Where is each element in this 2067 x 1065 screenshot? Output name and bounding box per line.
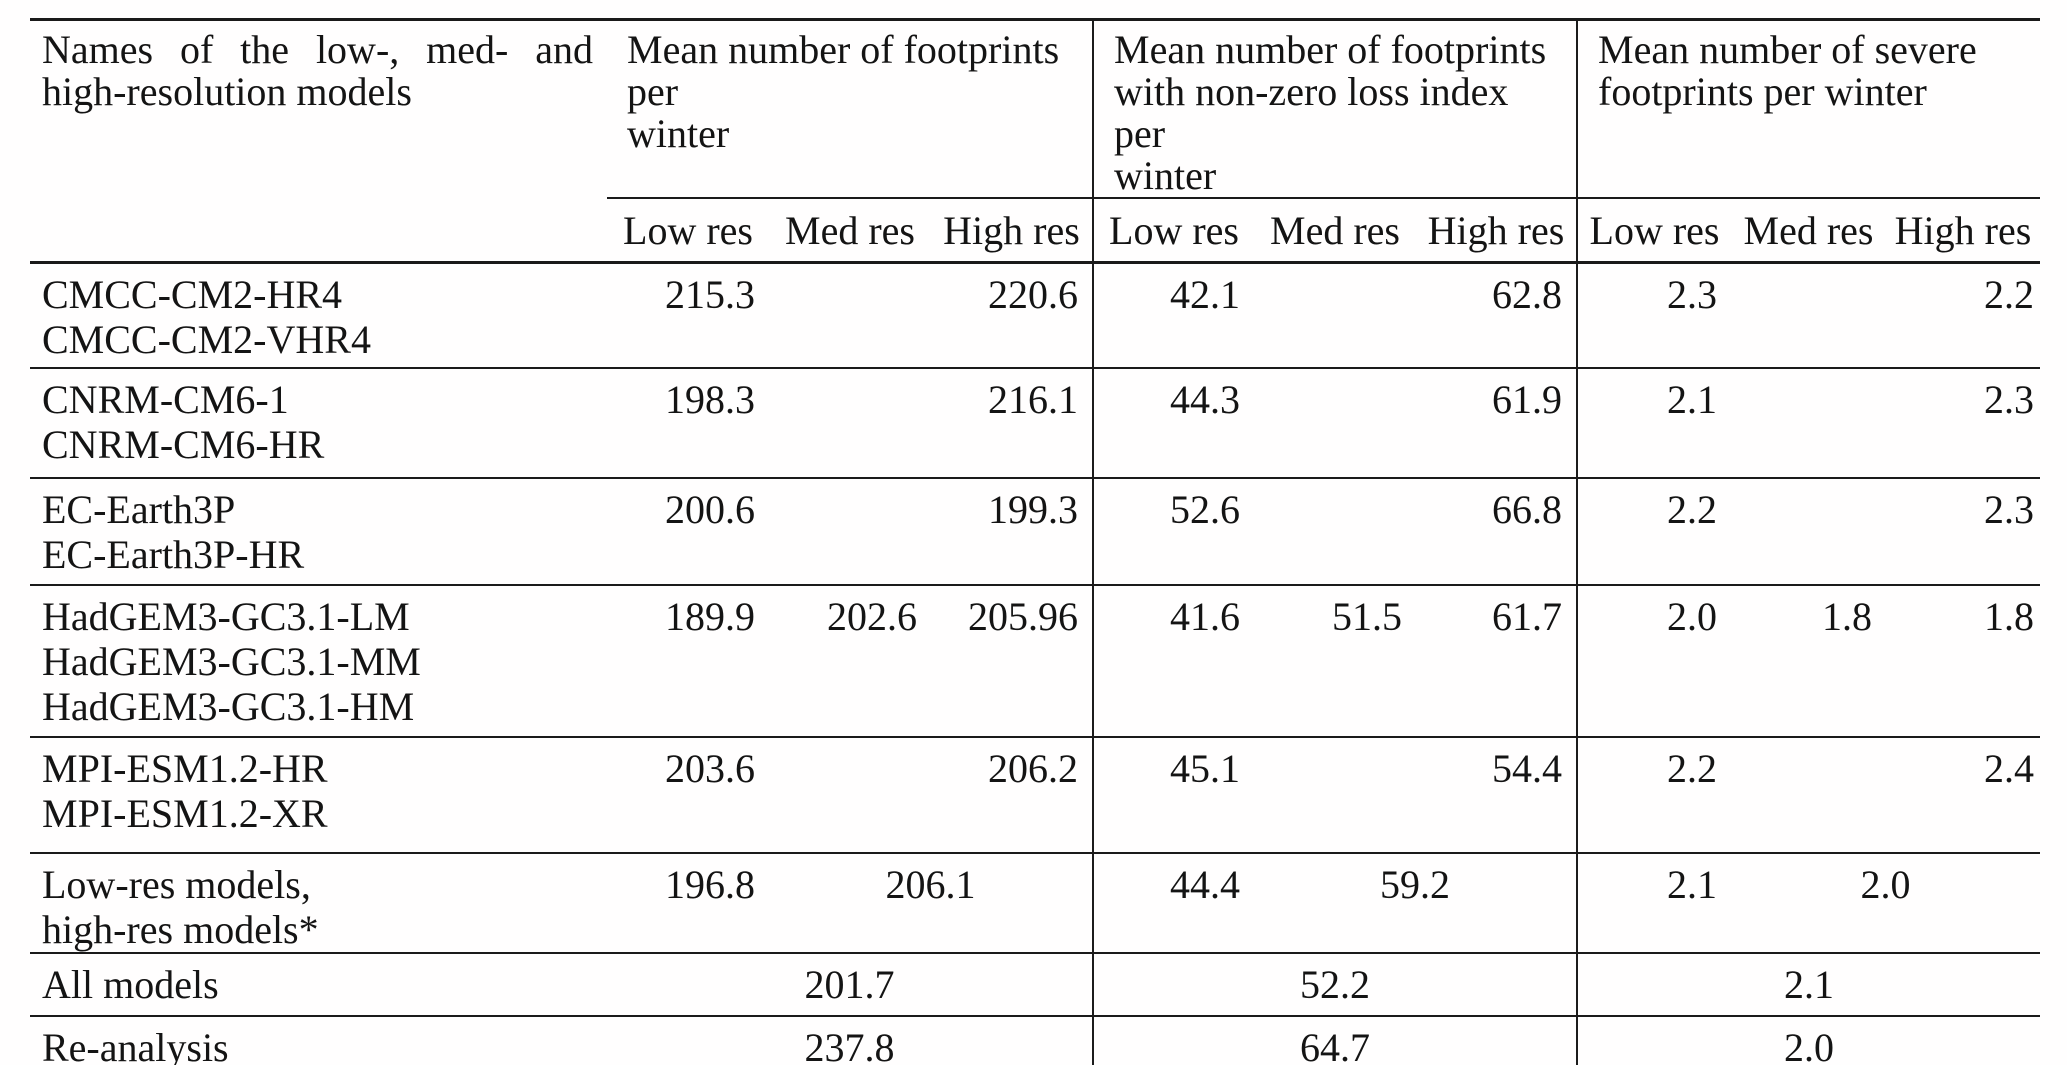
table-header: Names of the low-, med- and high-resolut… [30, 19, 2040, 264]
value-cell [769, 477, 931, 586]
value-cell [1731, 262, 1886, 369]
model-name-cell: All models [30, 952, 607, 1017]
value-cell: 1.8 [1731, 584, 1886, 738]
value-cell: 52.6 [1092, 477, 1254, 586]
value-cell: 62.8 [1416, 262, 1577, 369]
model-name-cell: EC-Earth3P EC-Earth3P-HR [30, 477, 607, 586]
value-cell: 201.7 [607, 952, 1093, 1017]
value-cell: 44.3 [1092, 367, 1254, 479]
column-header-model-names: Names of the low-, med- and high-resolut… [30, 19, 607, 264]
value-cell: 61.7 [1416, 584, 1577, 738]
value-cell: 2.3 [1886, 477, 2040, 586]
value-cell: 41.6 [1092, 584, 1254, 738]
subheader-high-res: High res [1886, 198, 2040, 264]
subheader-low-res: Low res [607, 198, 769, 264]
subheader-low-res: Low res [1092, 198, 1254, 264]
group-header-footprints-per-winter: Mean number of footprints per winter [607, 19, 1093, 199]
value-cell: 52.2 [1092, 952, 1577, 1017]
value-cell: 2.1 [1576, 852, 1731, 954]
model-name-cell: Low-res models, high-res models* [30, 852, 607, 954]
subheader-med-res: Med res [1254, 198, 1416, 264]
table-row: All models 201.7 52.2 2.1 [30, 952, 2040, 1017]
value-cell [1254, 477, 1416, 586]
value-cell: 1.8 [1886, 584, 2040, 738]
value-cell: 2.0 [1731, 852, 2040, 954]
model-name-cell: CNRM-CM6-1 CNRM-CM6-HR [30, 367, 607, 479]
value-cell: 59.2 [1254, 852, 1577, 954]
value-cell [1731, 477, 1886, 586]
value-cell: 2.2 [1576, 477, 1731, 586]
value-cell: 202.6 [769, 584, 931, 738]
value-cell: 216.1 [931, 367, 1093, 479]
group-header-severe-footprints: Mean number of severe footprints per win… [1576, 19, 2040, 199]
value-cell: 205.96 [931, 584, 1093, 738]
value-cell: 220.6 [931, 262, 1093, 369]
value-cell [769, 367, 931, 479]
value-cell: 206.1 [769, 852, 1093, 954]
value-cell [769, 736, 931, 854]
value-cell: 2.2 [1576, 736, 1731, 854]
value-cell: 64.7 [1092, 1015, 1577, 1065]
header-row-resolutions: Low res Med res High res Low res Med res… [30, 198, 2040, 264]
value-cell: 196.8 [607, 852, 769, 954]
value-cell [1254, 736, 1416, 854]
value-cell [769, 262, 931, 369]
value-cell: 237.8 [607, 1015, 1093, 1065]
table-row: Low-res models, high-res models* 196.8 206… [30, 852, 2040, 954]
value-cell [1731, 736, 1886, 854]
subheader-med-res: Med res [1731, 198, 1886, 264]
value-cell: 45.1 [1092, 736, 1254, 854]
value-cell [1731, 367, 1886, 479]
header-row-groups: Names of the low-, med- and high-resolut… [30, 19, 2040, 264]
value-cell: 2.3 [1886, 367, 2040, 479]
value-cell: 2.2 [1886, 262, 2040, 369]
table-body: CMCC-CM2-HR4 CMCC-CM2-VHR4 215.3 220.6 42.1… [30, 262, 2040, 1065]
value-cell: 189.9 [607, 584, 769, 738]
model-name-cell: HadGEM3-GC3.1-LM HadGEM3-GC3.1-MM HadGEM… [30, 584, 607, 738]
value-cell: 2.0 [1576, 1015, 2040, 1065]
value-cell: 51.5 [1254, 584, 1416, 738]
value-cell: 198.3 [607, 367, 769, 479]
value-cell: 44.4 [1092, 852, 1254, 954]
subheader-low-res: Low res [1576, 198, 1731, 264]
results-table: Names of the low-, med- and high-resolut… [30, 18, 2040, 1065]
table-row: MPI-ESM1.2-HR MPI-ESM1.2-XR 203.6 206.2 45.… [30, 736, 2040, 854]
value-cell: 2.0 [1576, 584, 1731, 738]
subheader-high-res: High res [931, 198, 1093, 264]
value-cell: 54.4 [1416, 736, 1577, 854]
value-cell: 215.3 [607, 262, 769, 369]
table-row: HadGEM3-GC3.1-LM HadGEM3-GC3.1-MM HadGEM… [30, 584, 2040, 738]
table-row: CMCC-CM2-HR4 CMCC-CM2-VHR4 215.3 220.6 42.1… [30, 262, 2040, 369]
value-cell: 2.3 [1576, 262, 1731, 369]
value-cell: 2.1 [1576, 367, 1731, 479]
value-cell: 199.3 [931, 477, 1093, 586]
model-name-cell: MPI-ESM1.2-HR MPI-ESM1.2-XR [30, 736, 607, 854]
value-cell: 61.9 [1416, 367, 1577, 479]
subheader-high-res: High res [1416, 198, 1577, 264]
value-cell: 203.6 [607, 736, 769, 854]
model-name-cell: CMCC-CM2-HR4 CMCC-CM2-VHR4 [30, 262, 607, 369]
value-cell [1254, 367, 1416, 479]
table-row: EC-Earth3P EC-Earth3P-HR 200.6 199.3 52.6 66… [30, 477, 2040, 586]
value-cell: 2.4 [1886, 736, 2040, 854]
value-cell: 200.6 [607, 477, 769, 586]
table-row: Re-analysis 237.8 64.7 2.0 [30, 1015, 2040, 1065]
value-cell: 206.2 [931, 736, 1093, 854]
table-row: CNRM-CM6-1 CNRM-CM6-HR 198.3 216.1 44.3 61.9… [30, 367, 2040, 479]
group-header-nonzero-loss-footprints: Mean number of footprints with non-zero … [1092, 19, 1577, 199]
value-cell [1254, 262, 1416, 369]
model-name-cell: Re-analysis [30, 1015, 607, 1065]
subheader-med-res: Med res [769, 198, 931, 264]
value-cell: 2.1 [1576, 952, 2040, 1017]
value-cell: 42.1 [1092, 262, 1254, 369]
value-cell: 66.8 [1416, 477, 1577, 586]
